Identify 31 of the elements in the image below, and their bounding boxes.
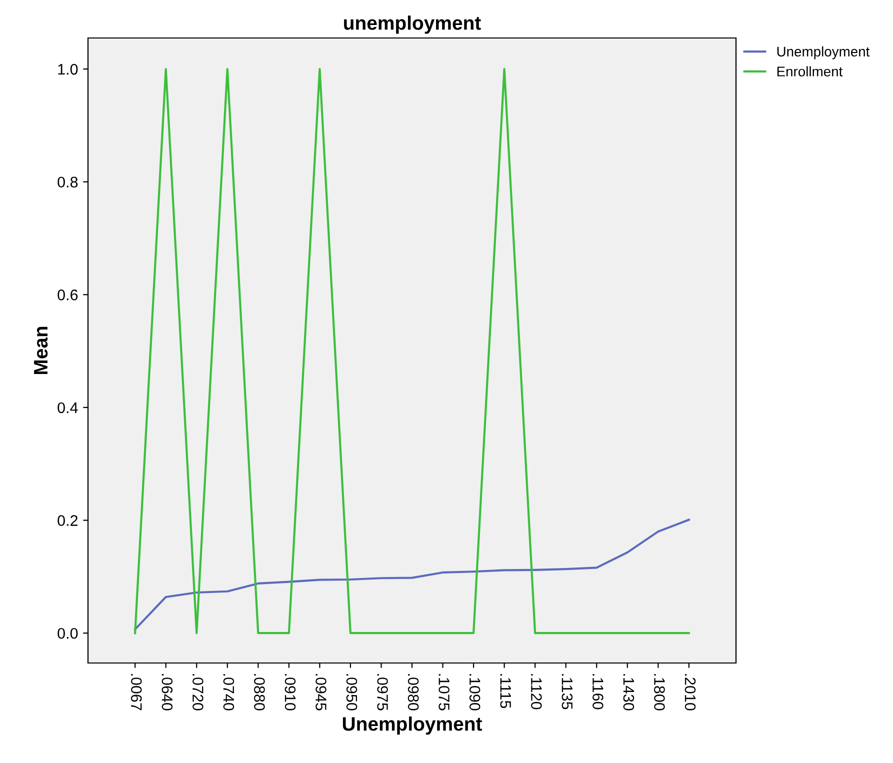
x-tick-label: .1135 bbox=[562, 674, 573, 710]
y-tick-label: 0.0 bbox=[58, 628, 78, 639]
x-tick-label: .1115 bbox=[500, 674, 511, 708]
x-tick-label: .1160 bbox=[592, 674, 604, 710]
x-tick-label: .0950 bbox=[346, 674, 358, 710]
x-tick-label: .1800 bbox=[654, 674, 665, 710]
y-tick-label: 0.2 bbox=[58, 515, 78, 526]
chart-title: unemployment bbox=[344, 16, 481, 34]
x-tick-label: .0880 bbox=[254, 674, 265, 710]
x-tick-label: .0975 bbox=[377, 674, 388, 710]
x-tick-label: .2010 bbox=[684, 674, 696, 710]
x-tick-label: .0067 bbox=[130, 674, 142, 710]
line-series bbox=[134, 518, 690, 630]
x-tick-label: .0980 bbox=[408, 674, 419, 710]
x-tick-label: .1090 bbox=[469, 674, 480, 710]
legend-label: Enrollment bbox=[777, 66, 843, 76]
x-tick-label: .0740 bbox=[223, 674, 234, 710]
y-tick-label: 0.4 bbox=[58, 402, 78, 414]
x-tick-label: .0640 bbox=[162, 674, 173, 710]
y-axis-title: Mean bbox=[34, 326, 48, 374]
x-tick-label: .1120 bbox=[530, 674, 542, 710]
y-tick-label: 0.8 bbox=[58, 176, 78, 188]
y-tick-label: 1.0 bbox=[58, 64, 78, 75]
x-tick-label: .0945 bbox=[316, 674, 326, 710]
x-tick-label: .1430 bbox=[623, 674, 634, 710]
x-axis-title: Unemployment bbox=[342, 716, 482, 735]
x-tick-label: .0910 bbox=[284, 674, 296, 710]
legend-label: Unemployment bbox=[777, 46, 870, 60]
x-tick-label: .1075 bbox=[438, 674, 450, 710]
x-tick-label: .0720 bbox=[192, 674, 204, 710]
y-tick-label: 0.6 bbox=[58, 290, 78, 300]
